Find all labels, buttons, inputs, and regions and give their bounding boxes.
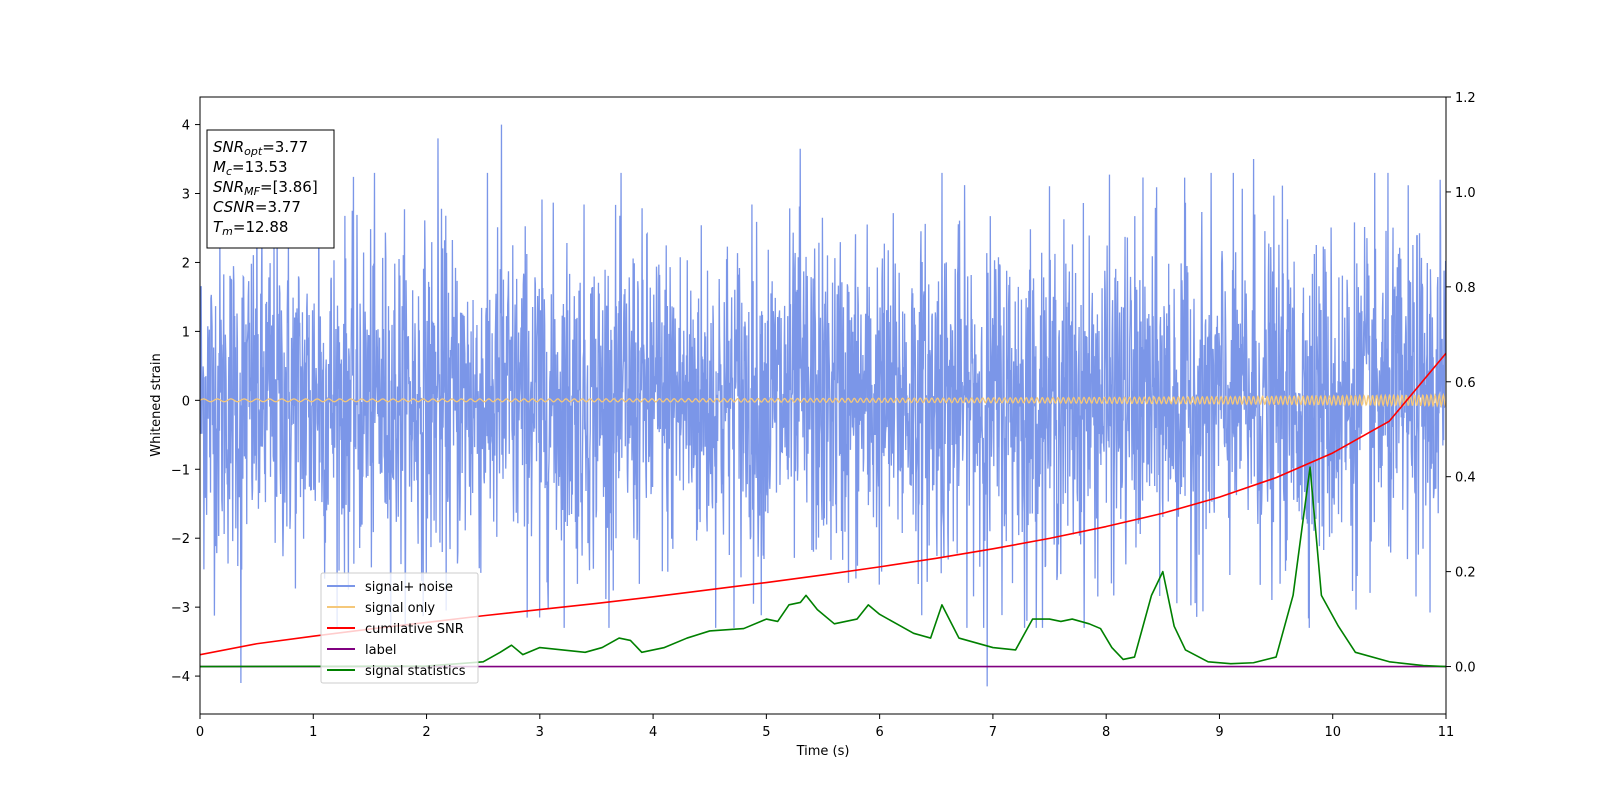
info-row-value: =13.53 xyxy=(232,158,288,176)
info-row-sub: opt xyxy=(244,145,263,158)
y-left-tick-label: −3 xyxy=(171,601,190,616)
x-tick-label: 7 xyxy=(989,725,997,740)
x-axis-label: Time (s) xyxy=(796,744,850,759)
legend-frame xyxy=(320,572,479,684)
info-row-base: SNR xyxy=(213,138,244,156)
y-axis-label: Whitened strain xyxy=(149,353,164,456)
y-right-tick-label: 0.4 xyxy=(1455,471,1476,486)
info-row-base: M xyxy=(213,158,226,176)
x-tick-label: 1 xyxy=(309,725,317,740)
x-tick-label: 9 xyxy=(1215,725,1223,740)
y-left-tick-label: −1 xyxy=(171,463,190,478)
info-row-base: T xyxy=(213,218,224,236)
y-right-tick-label: 1.0 xyxy=(1455,186,1476,201)
y-left-tick-label: −2 xyxy=(171,532,190,547)
legend-label: signal only xyxy=(365,601,435,616)
series-line-signal-statistics xyxy=(200,466,1446,668)
info-row-base: CSNR xyxy=(213,198,255,216)
y-left-tick-label: 2 xyxy=(182,256,190,271)
legend-label: cumilative SNR xyxy=(365,622,464,637)
legend-label: signal+ noise xyxy=(365,580,453,595)
y-right-tick-label: 0.2 xyxy=(1455,566,1476,581)
y-left-tick-label: −4 xyxy=(171,670,190,685)
series-line-signal-noise xyxy=(200,124,1446,687)
info-row-value: =3.77 xyxy=(255,198,301,216)
y-left-tick-label: 0 xyxy=(182,394,190,409)
info-row-base: SNR xyxy=(213,178,244,196)
info-row-value: =12.88 xyxy=(233,218,289,236)
x-tick-label: 2 xyxy=(422,725,430,740)
y-right-tick-label: 0.8 xyxy=(1455,281,1476,296)
y-left-tick-label: 3 xyxy=(182,188,190,203)
info-row: SNRopt=3.77 xyxy=(213,138,308,158)
y-right-tick-label: 1.2 xyxy=(1455,91,1476,106)
info-row: SNRMF=[3.86] xyxy=(213,178,318,198)
y-left-tick-label: 4 xyxy=(182,119,190,134)
info-row: CSNR=3.77 xyxy=(213,198,301,216)
x-tick-label: 0 xyxy=(196,725,204,740)
info-box-frame xyxy=(206,129,335,249)
legend-label: label xyxy=(365,643,396,658)
x-tick-label: 11 xyxy=(1438,725,1455,740)
y-right-tick-label: 0.0 xyxy=(1455,661,1476,676)
y-left-tick-label: 1 xyxy=(182,325,190,340)
info-row-value: =3.77 xyxy=(262,138,308,156)
y-right-tick-label: 0.6 xyxy=(1455,376,1476,391)
info-row-sub: c xyxy=(226,165,232,178)
info-row-sub: m xyxy=(222,225,233,238)
x-tick-label: 8 xyxy=(1102,725,1110,740)
x-tick-label: 4 xyxy=(649,725,657,740)
legend: signal+ noise signal only cumilative SNR la… xyxy=(320,572,479,684)
info-row: Tm=12.88 xyxy=(213,218,288,238)
info-row: Mc=13.53 xyxy=(213,158,288,178)
plot-frame xyxy=(199,96,1447,715)
info-box: SNRopt=3.77Mc=13.53SNRMF=[3.86]CSNR=3.77… xyxy=(206,129,335,249)
x-tick-label: 5 xyxy=(762,725,770,740)
axes-layer: 0 1 2 3 4 5 6 7 8 9 10 1143210−1−2−3−41.21.00.80.60… xyxy=(171,91,1476,740)
info-row-value: =[3.86] xyxy=(260,178,318,196)
x-tick-label: 3 xyxy=(536,725,544,740)
x-tick-label: 6 xyxy=(875,725,883,740)
series-line-signal-only xyxy=(200,392,1446,408)
x-tick-label: 10 xyxy=(1324,725,1341,740)
info-row-sub: MF xyxy=(244,185,260,198)
legend-label: signal statistics xyxy=(365,664,466,679)
